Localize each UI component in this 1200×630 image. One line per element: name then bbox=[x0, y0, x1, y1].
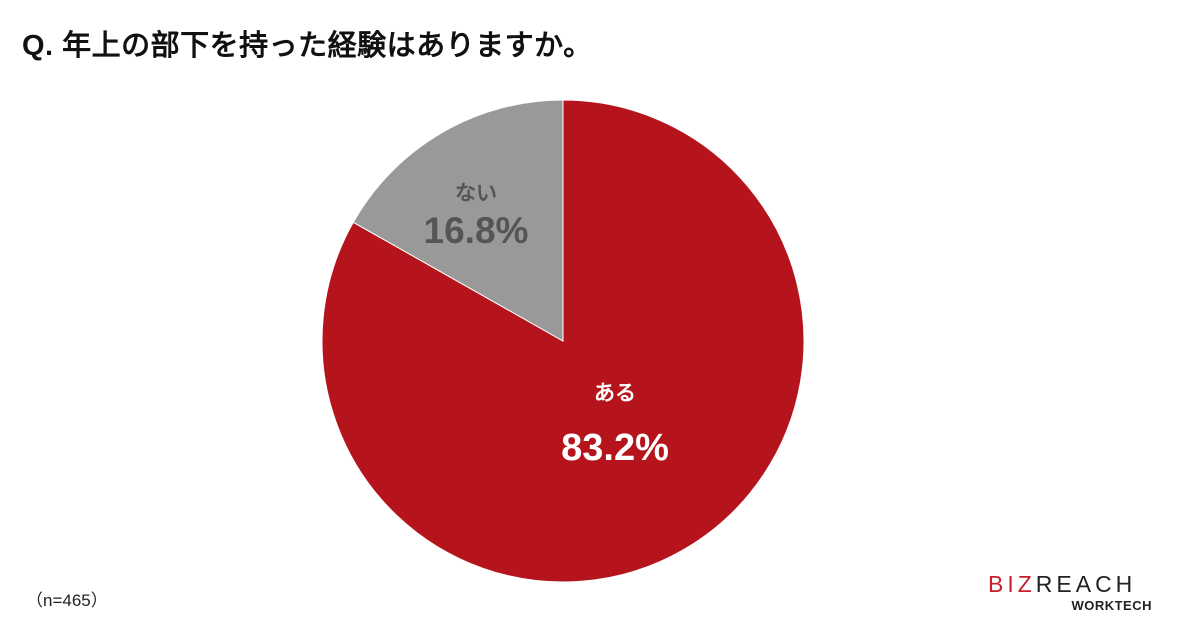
sample-size-note: （n=465） bbox=[26, 591, 108, 610]
logo-reach: REACH bbox=[1035, 571, 1137, 597]
slice-label-1: ない bbox=[455, 182, 497, 205]
slice-value-1: 16.8% bbox=[424, 210, 529, 251]
pie-slice-1 bbox=[352, 99, 564, 342]
logo-worktech: WORKTECH bbox=[1071, 598, 1152, 613]
logo-biz: BIZ bbox=[988, 571, 1036, 597]
chart-title: Q. 年上の部下を持った経験はありますか。 bbox=[22, 30, 593, 62]
slice-value-0: 83.2% bbox=[561, 427, 669, 469]
slice-label-0: ある bbox=[594, 382, 636, 405]
bizreach-worktech-logo: BIZREACH WORKTECH bbox=[988, 572, 1168, 622]
